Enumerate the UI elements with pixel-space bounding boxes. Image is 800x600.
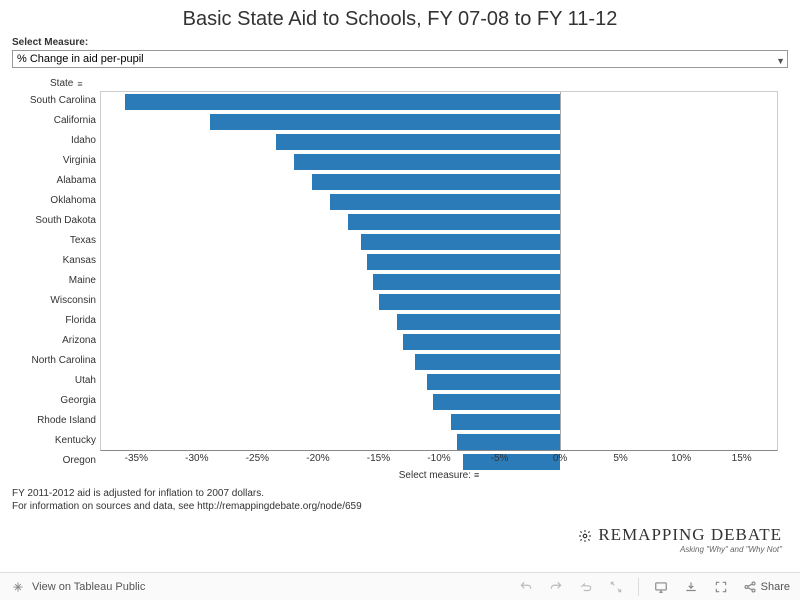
- replay-icon[interactable]: [578, 579, 594, 595]
- gear-icon: [578, 529, 592, 543]
- select-measure-value: % Change in aid per-pupil: [17, 53, 144, 65]
- y-category-label: California: [12, 111, 100, 131]
- chart-title: Basic State Aid to Schools, FY 07-08 to …: [12, 8, 788, 31]
- select-measure-label: Select Measure:: [12, 37, 788, 48]
- y-category-label: Virginia: [12, 151, 100, 171]
- x-axis-label: Select measure:≡: [100, 470, 778, 481]
- x-tick-label: 15%: [732, 453, 752, 464]
- present-icon[interactable]: [653, 579, 669, 595]
- y-category-label: Kentucky: [12, 431, 100, 451]
- y-axis-labels: South CarolinaCaliforniaIdahoVirginiaAla…: [12, 91, 100, 471]
- x-tick-label: -5%: [491, 453, 509, 464]
- chevron-down-icon: ▼: [776, 53, 785, 69]
- y-category-label: Rhode Island: [12, 411, 100, 431]
- y-category-label: South Dakota: [12, 211, 100, 231]
- bar[interactable]: [210, 114, 560, 130]
- bar[interactable]: [451, 414, 560, 430]
- y-category-label: Maine: [12, 271, 100, 291]
- sort-icon[interactable]: ≡: [77, 79, 82, 89]
- tableau-logo-icon[interactable]: [10, 579, 26, 595]
- footnote: FY 2011-2012 aid is adjusted for inflati…: [12, 487, 788, 513]
- x-tick-label: -10%: [427, 453, 450, 464]
- logo: REMAPPING DEBATE Asking "Why" and "Why N…: [578, 525, 782, 554]
- bar[interactable]: [312, 174, 559, 190]
- y-category-label: Kansas: [12, 251, 100, 271]
- x-tick-label: 0%: [553, 453, 567, 464]
- y-category-label: Idaho: [12, 131, 100, 151]
- x-tick-label: -35%: [125, 453, 148, 464]
- view-on-tableau-link[interactable]: View on Tableau Public: [32, 581, 145, 593]
- bar[interactable]: [348, 214, 559, 230]
- bar[interactable]: [403, 334, 560, 350]
- bar[interactable]: [427, 374, 560, 390]
- bar[interactable]: [367, 254, 560, 270]
- bar[interactable]: [433, 394, 560, 410]
- zero-line: [560, 92, 561, 450]
- x-tick-label: -25%: [246, 453, 269, 464]
- bar[interactable]: [361, 234, 560, 250]
- y-category-label: North Carolina: [12, 351, 100, 371]
- bar[interactable]: [373, 274, 560, 290]
- select-measure-dropdown[interactable]: % Change in aid per-pupil ▼: [12, 50, 788, 68]
- bar[interactable]: [379, 294, 560, 310]
- x-tick-label: -15%: [367, 453, 390, 464]
- redo-icon[interactable]: [548, 579, 564, 595]
- bar[interactable]: [294, 154, 560, 170]
- chart-area: State ≡ South CarolinaCaliforniaIdahoVir…: [12, 78, 788, 481]
- bar[interactable]: [125, 94, 560, 110]
- bar[interactable]: [276, 134, 560, 150]
- y-category-label: South Carolina: [12, 91, 100, 111]
- y-category-label: Wisconsin: [12, 291, 100, 311]
- bar[interactable]: [397, 314, 560, 330]
- y-axis-header: State: [50, 78, 73, 89]
- share-button[interactable]: Share: [743, 580, 790, 594]
- x-tick-label: 5%: [613, 453, 627, 464]
- footnote-line: For information on sources and data, see…: [12, 500, 788, 513]
- x-tick-label: 10%: [671, 453, 691, 464]
- y-category-label: Utah: [12, 371, 100, 391]
- fullscreen-icon[interactable]: [713, 579, 729, 595]
- bar[interactable]: [457, 434, 560, 450]
- undo-icon[interactable]: [518, 579, 534, 595]
- bar[interactable]: [330, 194, 559, 210]
- x-tick-label: -30%: [185, 453, 208, 464]
- tableau-toolbar: View on Tableau Public Share: [0, 572, 800, 600]
- x-axis: -35% -30% -25% -20% -15% -10% -5% 0% 5% 10% 15%: [100, 453, 778, 467]
- y-category-label: Texas: [12, 231, 100, 251]
- y-category-label: Alabama: [12, 171, 100, 191]
- y-category-label: Arizona: [12, 331, 100, 351]
- logo-subtitle: Asking "Why" and "Why Not": [578, 545, 782, 554]
- download-icon[interactable]: [683, 579, 699, 595]
- y-category-label: Florida: [12, 311, 100, 331]
- x-tick-label: -20%: [306, 453, 329, 464]
- bar[interactable]: [415, 354, 560, 370]
- logo-text: REMAPPING DEBATE: [598, 525, 782, 544]
- y-category-label: Georgia: [12, 391, 100, 411]
- y-category-label: Oregon: [12, 451, 100, 471]
- y-category-label: Oklahoma: [12, 191, 100, 211]
- reset-icon[interactable]: [608, 579, 624, 595]
- toolbar-divider: [638, 578, 639, 596]
- chart-plot: [100, 91, 778, 451]
- sort-icon[interactable]: ≡: [474, 470, 479, 480]
- footnote-line: FY 2011-2012 aid is adjusted for inflati…: [12, 487, 788, 500]
